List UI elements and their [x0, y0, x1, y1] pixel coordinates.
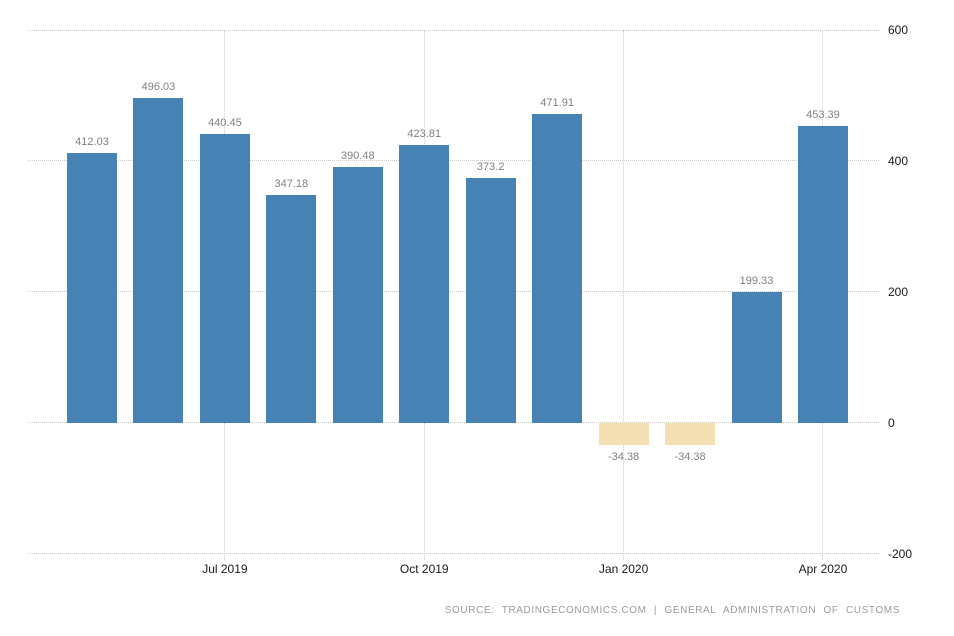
y-gridline: [28, 291, 879, 293]
bar-value-label: 390.48: [340, 150, 375, 163]
y-gridline: [28, 160, 879, 162]
bar-positive: [731, 292, 782, 423]
bar-positive: [332, 167, 383, 423]
x-axis-tick-label: Apr 2020: [798, 562, 848, 576]
bar-value-label: 453.39: [806, 108, 840, 121]
bar-positive: [266, 195, 317, 423]
y-gridline: [28, 29, 879, 31]
bar-value-label: 373.2: [476, 161, 505, 174]
y-axis-tick-label: 200: [888, 284, 909, 299]
x-axis-tick-label: Jan 2020: [598, 562, 649, 576]
bar-value-label: -34.38: [607, 451, 640, 464]
bar-negative: [665, 422, 716, 446]
bar-positive: [133, 98, 184, 423]
bar-negative: [598, 422, 649, 446]
bar-positive: [532, 113, 583, 423]
y-axis-tick-label: 400: [888, 153, 909, 168]
x-axis-tick-label: Oct 2019: [399, 562, 449, 576]
y-axis-tick-label: 0: [888, 415, 895, 430]
bar-value-label: -34.38: [674, 451, 706, 464]
x-axis-tick-label: Jul 2019: [202, 562, 248, 576]
bar-positive: [199, 134, 250, 423]
y-axis-tick-label: 600: [888, 23, 909, 37]
source-attribution: SOURCE: TRADINGECONOMICS.COM | GENERAL A…: [444, 605, 900, 616]
bar-positive: [465, 178, 516, 423]
bar-positive: [797, 125, 848, 423]
bar-value-label: 199.33: [739, 275, 774, 288]
bar-value-label: 496.03: [141, 81, 176, 94]
bar-value-label: 412.03: [75, 136, 109, 148]
bar-value-label: 347.18: [274, 178, 309, 191]
y-axis-tick-label: -200: [888, 546, 913, 561]
bar-positive: [399, 145, 450, 423]
bar-value-label: 471.91: [540, 96, 574, 109]
bar-positive: [67, 153, 117, 423]
y-gridline: [28, 422, 879, 424]
x-gridline: [623, 30, 625, 560]
y-gridline: [28, 553, 879, 554]
bar-value-label: 423.81: [407, 128, 442, 141]
bar-value-label: 440.45: [208, 117, 242, 130]
